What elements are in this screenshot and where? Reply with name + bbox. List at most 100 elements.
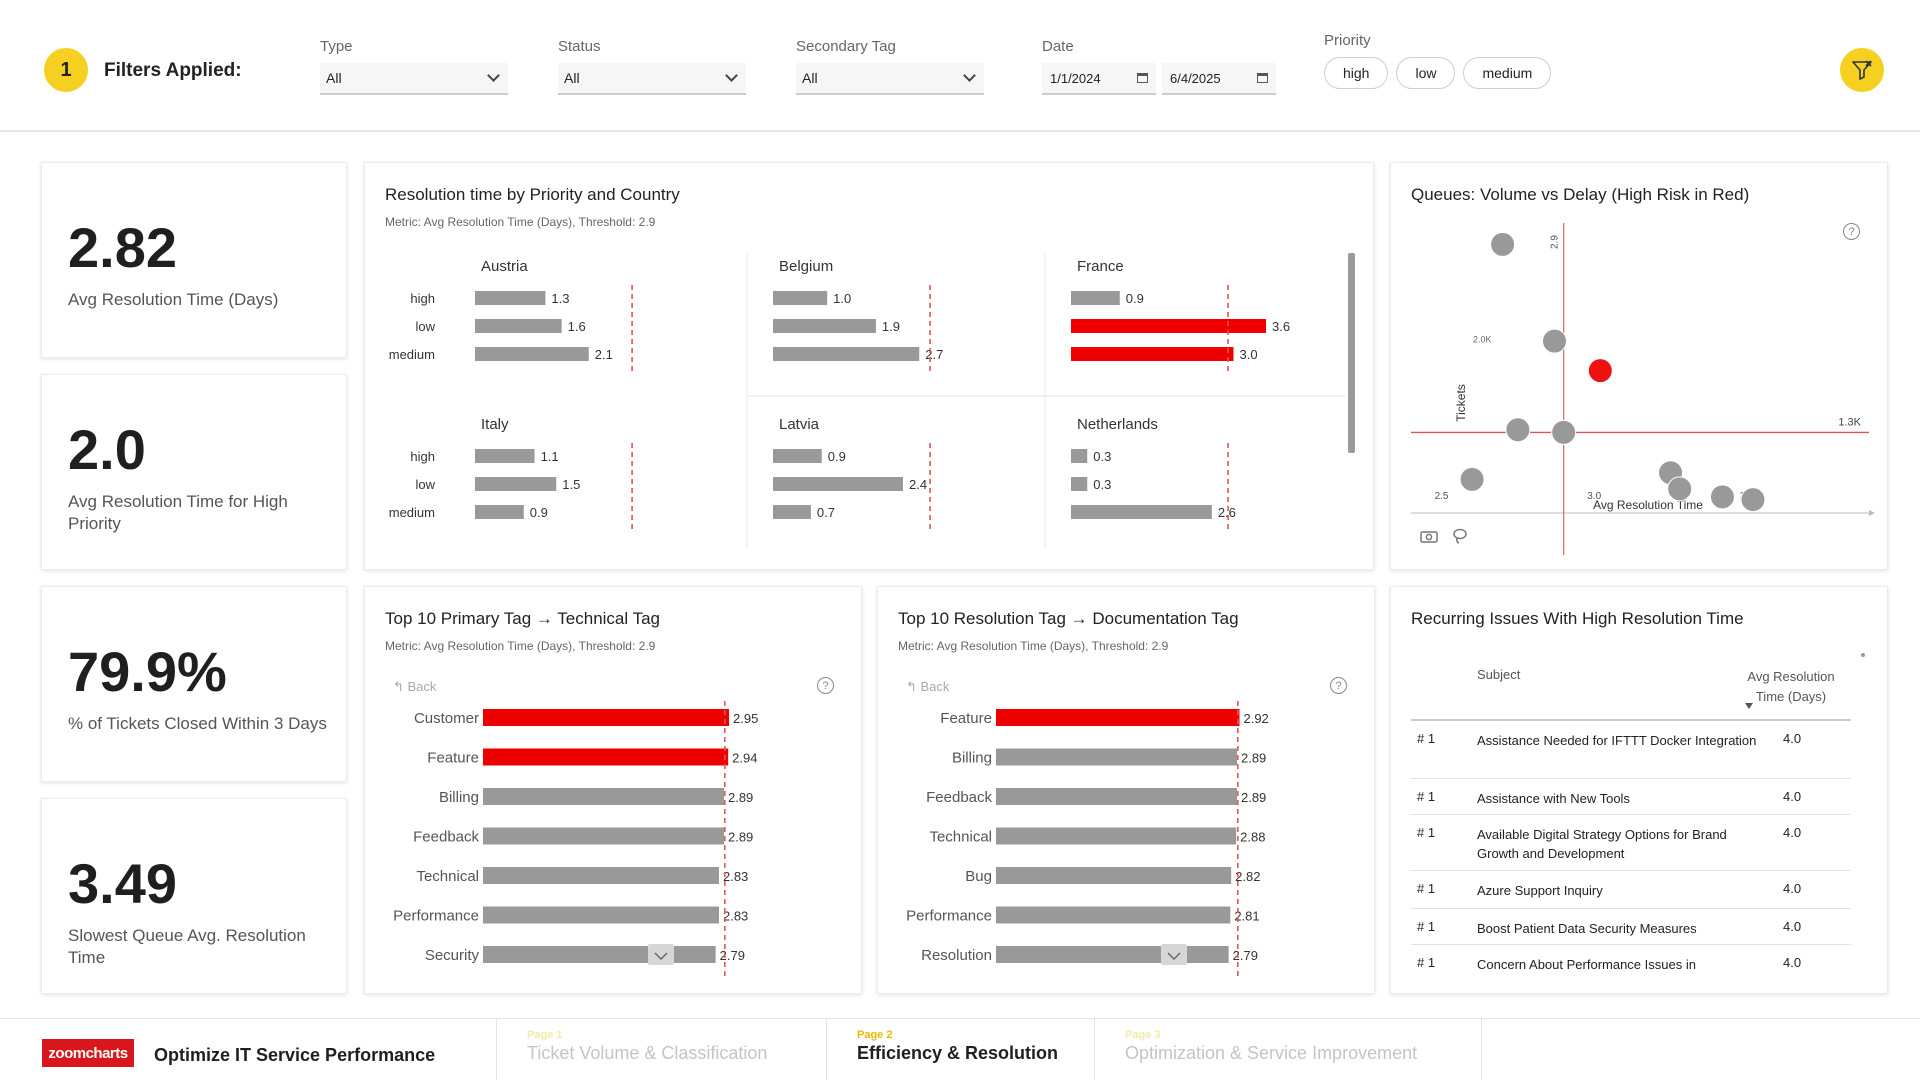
filters-count-badge[interactable]: 1 [44, 48, 88, 92]
secondary-tag-filter: Secondary Tag All [796, 38, 984, 95]
kpi-card-slowest-queue: 3.49 Slowest Queue Avg. Resolution Time [41, 798, 347, 994]
data-label: 0.3 [1093, 477, 1111, 492]
help-icon[interactable]: ? [817, 677, 834, 694]
scatter-point [1740, 487, 1766, 513]
clear-filters-button[interactable] [1840, 48, 1884, 92]
table-row[interactable]: # 1 Azure Support Inquiry 4.0 [1411, 871, 1851, 909]
facet-title: Italy [481, 416, 509, 433]
page-number: Page 2 [857, 1029, 893, 1041]
row-avg: 4.0 [1783, 919, 1802, 934]
scatter-point [1667, 476, 1693, 502]
chart-title: Queues: Volume vs Delay (High Risk in Re… [1411, 185, 1750, 204]
bar [1071, 319, 1266, 333]
filter-clear-icon [1852, 60, 1872, 80]
chevron-down-icon [654, 952, 668, 961]
table-row[interactable]: # 1 Assistance with New Tools 4.0 [1411, 779, 1851, 815]
bar [475, 291, 546, 305]
x-tick-label: 3.0 [1587, 491, 1601, 502]
small-multiples-chart: Austria high 1.3 low 1.6 medium 2.1 Belgium 1.0 1… [389, 253, 1355, 548]
bar [996, 788, 1237, 805]
bar [996, 867, 1232, 884]
table-row[interactable]: # 1 Available Digital Strategy Options f… [1411, 815, 1851, 871]
bar [1071, 347, 1234, 361]
column-header-avg[interactable]: Avg Resolution Time (Days) [1747, 669, 1835, 704]
scatter-point [1709, 484, 1735, 510]
table-row[interactable]: # 1 Assistance Needed for IFTTT Docker I… [1411, 721, 1851, 779]
y-axis-label: Tickets [1454, 384, 1468, 422]
row-avg: 4.0 [1783, 789, 1802, 804]
data-label: 0.3 [1093, 449, 1111, 464]
page-name: Optimization & Service Improvement [1125, 1043, 1418, 1063]
tab-page-1[interactable]: Page 1 Ticket Volume & Classification [496, 1019, 826, 1080]
data-label: 1.0 [833, 291, 851, 306]
priority-label: medium [389, 505, 435, 520]
bar [483, 867, 719, 884]
type-filter: Type All [320, 38, 508, 95]
status-select[interactable]: All [558, 63, 746, 95]
row-subject: Concern About Performance Issues in [1477, 957, 1696, 972]
filter-bar: 1 Filters Applied: Type All Status All S… [0, 0, 1920, 132]
priority-chip-high[interactable]: high [1324, 57, 1389, 89]
column-header-subject[interactable]: Subject [1477, 667, 1521, 682]
type-filter-label: Type [320, 38, 353, 55]
chevron-down-icon [725, 69, 738, 82]
bar [483, 906, 719, 924]
table-scrollbar[interactable] [1861, 653, 1865, 657]
data-label: 2.94 [732, 751, 757, 766]
row-subject: Assistance Needed for IFTTT Docker Integ… [1477, 733, 1757, 748]
calendar-icon[interactable] [1137, 73, 1148, 83]
type-select[interactable]: All [320, 63, 508, 95]
date-to-input[interactable]: 6/4/2025 [1162, 63, 1276, 95]
priority-label: low [415, 477, 435, 492]
back-button[interactable]: ↰ Back [906, 679, 950, 694]
calendar-icon[interactable] [1257, 73, 1268, 83]
bar [475, 449, 535, 463]
category-label: Technical [929, 829, 992, 846]
scatter-point [1490, 231, 1516, 257]
table-row[interactable]: # 1 Boost Patient Data Security Measures… [1411, 909, 1851, 945]
table-title: Recurring Issues With High Resolution Ti… [1411, 609, 1744, 628]
category-label: Billing [439, 789, 479, 806]
secondary-tag-select[interactable]: All [796, 63, 984, 95]
scatter-point-high-risk [1587, 358, 1613, 384]
help-icon[interactable]: ? [1843, 223, 1860, 240]
kpi-label: % of Tickets Closed Within 3 Days [68, 714, 327, 733]
priority-chip-low[interactable]: low [1396, 57, 1456, 89]
category-label: Performance [906, 908, 992, 925]
table-row[interactable]: # 1 Concern About Performance Issues in … [1411, 945, 1851, 975]
category-label: Billing [952, 750, 992, 767]
row-rank: # 1 [1417, 881, 1436, 896]
x-axis-label: Avg Resolution Time [1593, 498, 1703, 512]
facet-title: Austria [481, 258, 528, 275]
row-avg: 4.0 [1783, 731, 1802, 746]
camera-icon[interactable] [1419, 528, 1439, 544]
help-icon[interactable]: ? [1330, 677, 1347, 694]
tab-page-2[interactable]: Page 2 Efficiency & Resolution [826, 1019, 1094, 1080]
date-to-value: 6/4/2025 [1170, 70, 1221, 86]
scatter-chart: 2.9 1.3K Avg Resolution Time Tickets 2.0K 2.5… [1411, 223, 1875, 555]
scroll-chevron-button [1161, 944, 1187, 965]
date-from-input[interactable]: 1/1/2024 [1042, 63, 1156, 95]
chart-title: Top 10 Resolution Tag → Documentation Ta… [898, 609, 1239, 628]
row-subject: Boost Patient Data Security Measures [1477, 921, 1697, 936]
data-label: 1.3 [551, 291, 569, 306]
kpi-card-avg-resolution: 2.82 Avg Resolution Time (Days) [41, 162, 347, 358]
scroll-chevron-button [648, 944, 674, 965]
scatter-point [1551, 419, 1577, 445]
priority-chip-medium[interactable]: medium [1463, 57, 1552, 89]
recurring-issues-card: Recurring Issues With High Resolution Ti… [1390, 586, 1888, 994]
data-label: 2.89 [728, 830, 753, 845]
chart-subtitle: Metric: Avg Resolution Time (Days), Thre… [385, 639, 656, 653]
facet-title: Latvia [779, 416, 820, 433]
chart-title: Top 10 Primary Tag → Technical Tag [385, 609, 660, 628]
chevron-down-icon [1167, 952, 1181, 961]
page-name: Efficiency & Resolution [857, 1043, 1059, 1063]
back-button[interactable]: ↰ Back [393, 679, 437, 694]
bar [475, 505, 524, 519]
bar [996, 748, 1237, 766]
tab-page-3[interactable]: Page 3 Optimization & Service Improvemen… [1094, 1019, 1482, 1080]
data-label: 2.81 [1234, 909, 1259, 924]
lasso-icon[interactable] [1451, 527, 1469, 545]
priority-label: medium [389, 347, 435, 362]
sort-desc-icon[interactable] [1745, 703, 1753, 709]
